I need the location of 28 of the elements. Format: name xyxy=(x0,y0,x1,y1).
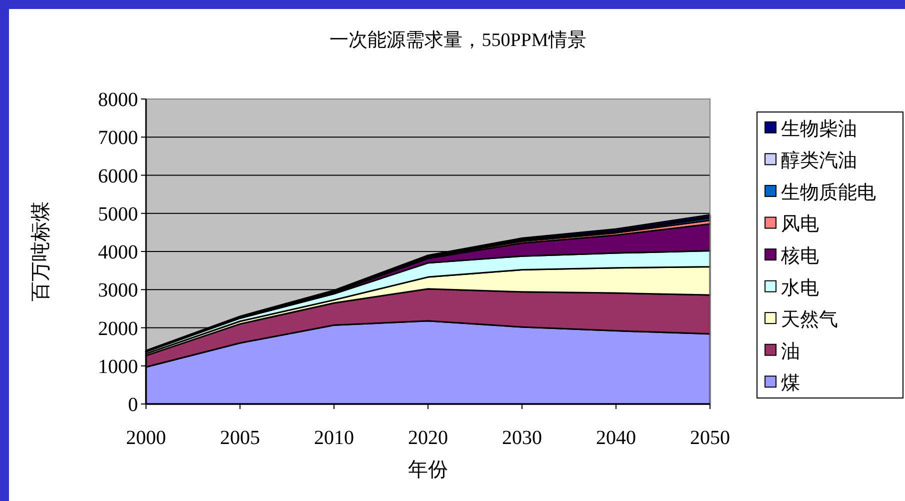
x-tick-label: 2030 xyxy=(502,427,542,449)
y-tick-label: 5000 xyxy=(98,203,138,226)
legend-label: 核电 xyxy=(780,246,819,267)
legend-label: 煤 xyxy=(781,373,800,394)
x-tick-label: 2005 xyxy=(220,427,260,449)
y-tick-label: 7000 xyxy=(98,127,138,150)
y-tick-label: 4000 xyxy=(98,242,138,264)
y-axis-title: 百万吨标煤 xyxy=(30,202,52,302)
legend-label: 生物柴油 xyxy=(781,118,857,140)
legend-label: 油 xyxy=(781,341,800,362)
chart-title: 一次能源需求量，550PPM情景 xyxy=(330,30,586,51)
y-tick-label: 1000 xyxy=(98,356,138,378)
y-tick-label: 2000 xyxy=(98,318,138,340)
x-tick-label: 2000 xyxy=(126,427,166,449)
y-tick-label: 8000 xyxy=(98,89,138,111)
legend-label: 生物质能电 xyxy=(781,182,876,204)
y-tick-label: 0 xyxy=(128,394,138,416)
legend-label: 水电 xyxy=(781,278,819,299)
x-tick-label: 2010 xyxy=(314,427,354,449)
x-tick-label: 2020 xyxy=(408,427,448,449)
legend-label: 醇类汽油 xyxy=(781,150,857,172)
y-tick-label: 3000 xyxy=(98,280,138,302)
legend-label: 天然气 xyxy=(781,310,838,331)
x-tick-label: 2040 xyxy=(596,427,636,449)
x-tick-label: 2050 xyxy=(690,427,730,449)
x-axis-title: 年份 xyxy=(408,459,448,481)
y-tick-label: 6000 xyxy=(98,165,138,188)
legend-label: 风电 xyxy=(781,214,819,236)
